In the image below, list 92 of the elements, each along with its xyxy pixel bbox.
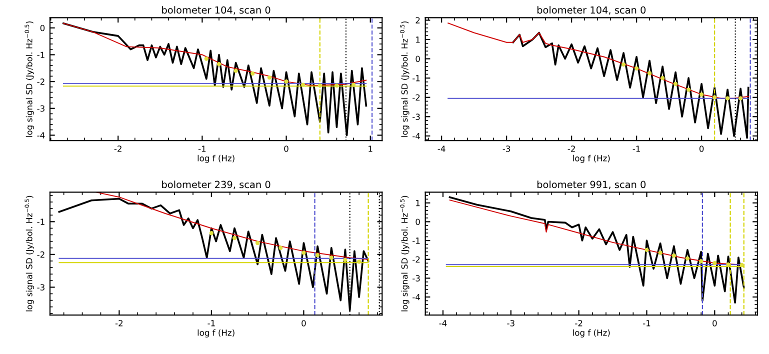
point xyxy=(318,83,322,88)
line-series xyxy=(62,22,367,86)
point xyxy=(267,75,272,80)
point xyxy=(644,248,649,252)
point xyxy=(686,88,691,92)
x-axis-title: log f (Hz) xyxy=(573,154,610,163)
chart-title: bolometer 991, scan 0 xyxy=(537,180,646,190)
y-tick-label: -2 xyxy=(37,251,44,258)
point xyxy=(216,62,222,66)
line-series xyxy=(448,22,749,99)
line-series xyxy=(448,196,745,304)
point xyxy=(621,62,626,67)
line-series xyxy=(62,22,368,136)
x-axis-title: log f (Hz) xyxy=(198,154,234,163)
x-tick-label: -2 xyxy=(575,320,582,326)
y-tick-label: -1 xyxy=(37,52,44,58)
point xyxy=(284,79,288,84)
x-tick-label: -1 xyxy=(643,320,650,326)
y-tick-label: -2 xyxy=(37,78,44,85)
point xyxy=(658,250,662,255)
point xyxy=(234,68,238,73)
x-tick-label: -2 xyxy=(114,146,122,152)
point xyxy=(726,262,730,267)
point xyxy=(315,253,320,258)
y-tick-label: -3 xyxy=(412,275,420,282)
y-axis-title: log signal SD (Jy/bol. Hz$^{−0.5}$) xyxy=(24,196,34,312)
y-tick-label: -3 xyxy=(37,284,44,290)
point xyxy=(343,258,348,262)
x-tick-label: 0 xyxy=(699,146,704,152)
point xyxy=(673,82,678,86)
y-tick-label: -2 xyxy=(412,256,420,263)
point xyxy=(712,261,717,266)
x-tick-label: -3 xyxy=(502,146,510,152)
y-tick-label: -2 xyxy=(412,94,420,101)
x-tick-label: -4 xyxy=(438,146,446,152)
y-tick-label: 0 xyxy=(40,24,45,32)
x-tick-label: -2 xyxy=(568,146,575,152)
x-tick-label: 0 xyxy=(302,320,306,326)
y-axis-title: log signal SD (Jy/bol. Hz$^{−0.5}$) xyxy=(400,21,410,137)
point xyxy=(255,240,260,246)
y-axis-title: log signal SD (Jy/bol. Hz$^{−0.5}$) xyxy=(24,21,34,137)
point xyxy=(634,66,639,71)
y-tick-label: 0 xyxy=(416,218,420,226)
x-tick-label: -2 xyxy=(115,320,123,326)
y-tick-label: 0 xyxy=(416,56,420,62)
point xyxy=(329,256,334,260)
y-tick-label: 2 xyxy=(416,17,420,24)
point xyxy=(356,260,362,264)
point xyxy=(738,96,743,100)
point xyxy=(699,92,704,97)
y-tick-label: -4 xyxy=(412,133,420,140)
point xyxy=(712,95,717,100)
x-tick-label: 1 xyxy=(368,146,372,152)
y-tick-label: 1 xyxy=(416,36,420,43)
point xyxy=(685,256,690,261)
point xyxy=(351,82,356,87)
x-tick-label: 0 xyxy=(284,146,288,152)
point xyxy=(699,259,704,264)
y-tick-label: -1 xyxy=(412,238,420,244)
point xyxy=(232,236,237,240)
point xyxy=(204,56,208,61)
y-axis-title: log signal SD (Jy/bol. Hz$^{−0.5}$) xyxy=(400,196,410,312)
y-tick-label: 1 xyxy=(416,200,420,206)
point xyxy=(250,71,255,76)
x-tick-label: -4 xyxy=(439,320,447,326)
x-tick-label: -1 xyxy=(198,146,206,152)
point xyxy=(660,76,665,80)
chart-title: bolometer 104, scan 0 xyxy=(537,6,646,15)
point xyxy=(740,262,744,268)
point xyxy=(278,246,283,250)
point xyxy=(647,71,652,76)
point xyxy=(672,254,676,258)
y-tick-label: -4 xyxy=(412,294,420,300)
y-tick-label: -3 xyxy=(412,114,420,120)
x-tick-label: -1 xyxy=(632,146,640,152)
point xyxy=(301,82,306,87)
x-axis-title: log f (Hz) xyxy=(198,329,234,338)
point xyxy=(334,83,339,88)
chart-title: bolometer 239, scan 0 xyxy=(162,180,270,190)
point xyxy=(302,250,306,255)
line-series xyxy=(96,192,369,260)
x-axis-title: log f (Hz) xyxy=(573,329,610,338)
x-tick-label: 0 xyxy=(712,320,717,326)
point xyxy=(209,231,214,236)
chart-title: bolometer 104, scan 0 xyxy=(162,6,270,15)
y-tick-label: -1 xyxy=(412,75,420,82)
x-tick-label: -3 xyxy=(507,320,514,326)
x-tick-label: -1 xyxy=(208,320,215,326)
point xyxy=(725,96,730,100)
y-tick-label: -3 xyxy=(37,105,44,112)
y-tick-label: -4 xyxy=(37,132,45,138)
y-tick-label: -1 xyxy=(37,218,44,225)
